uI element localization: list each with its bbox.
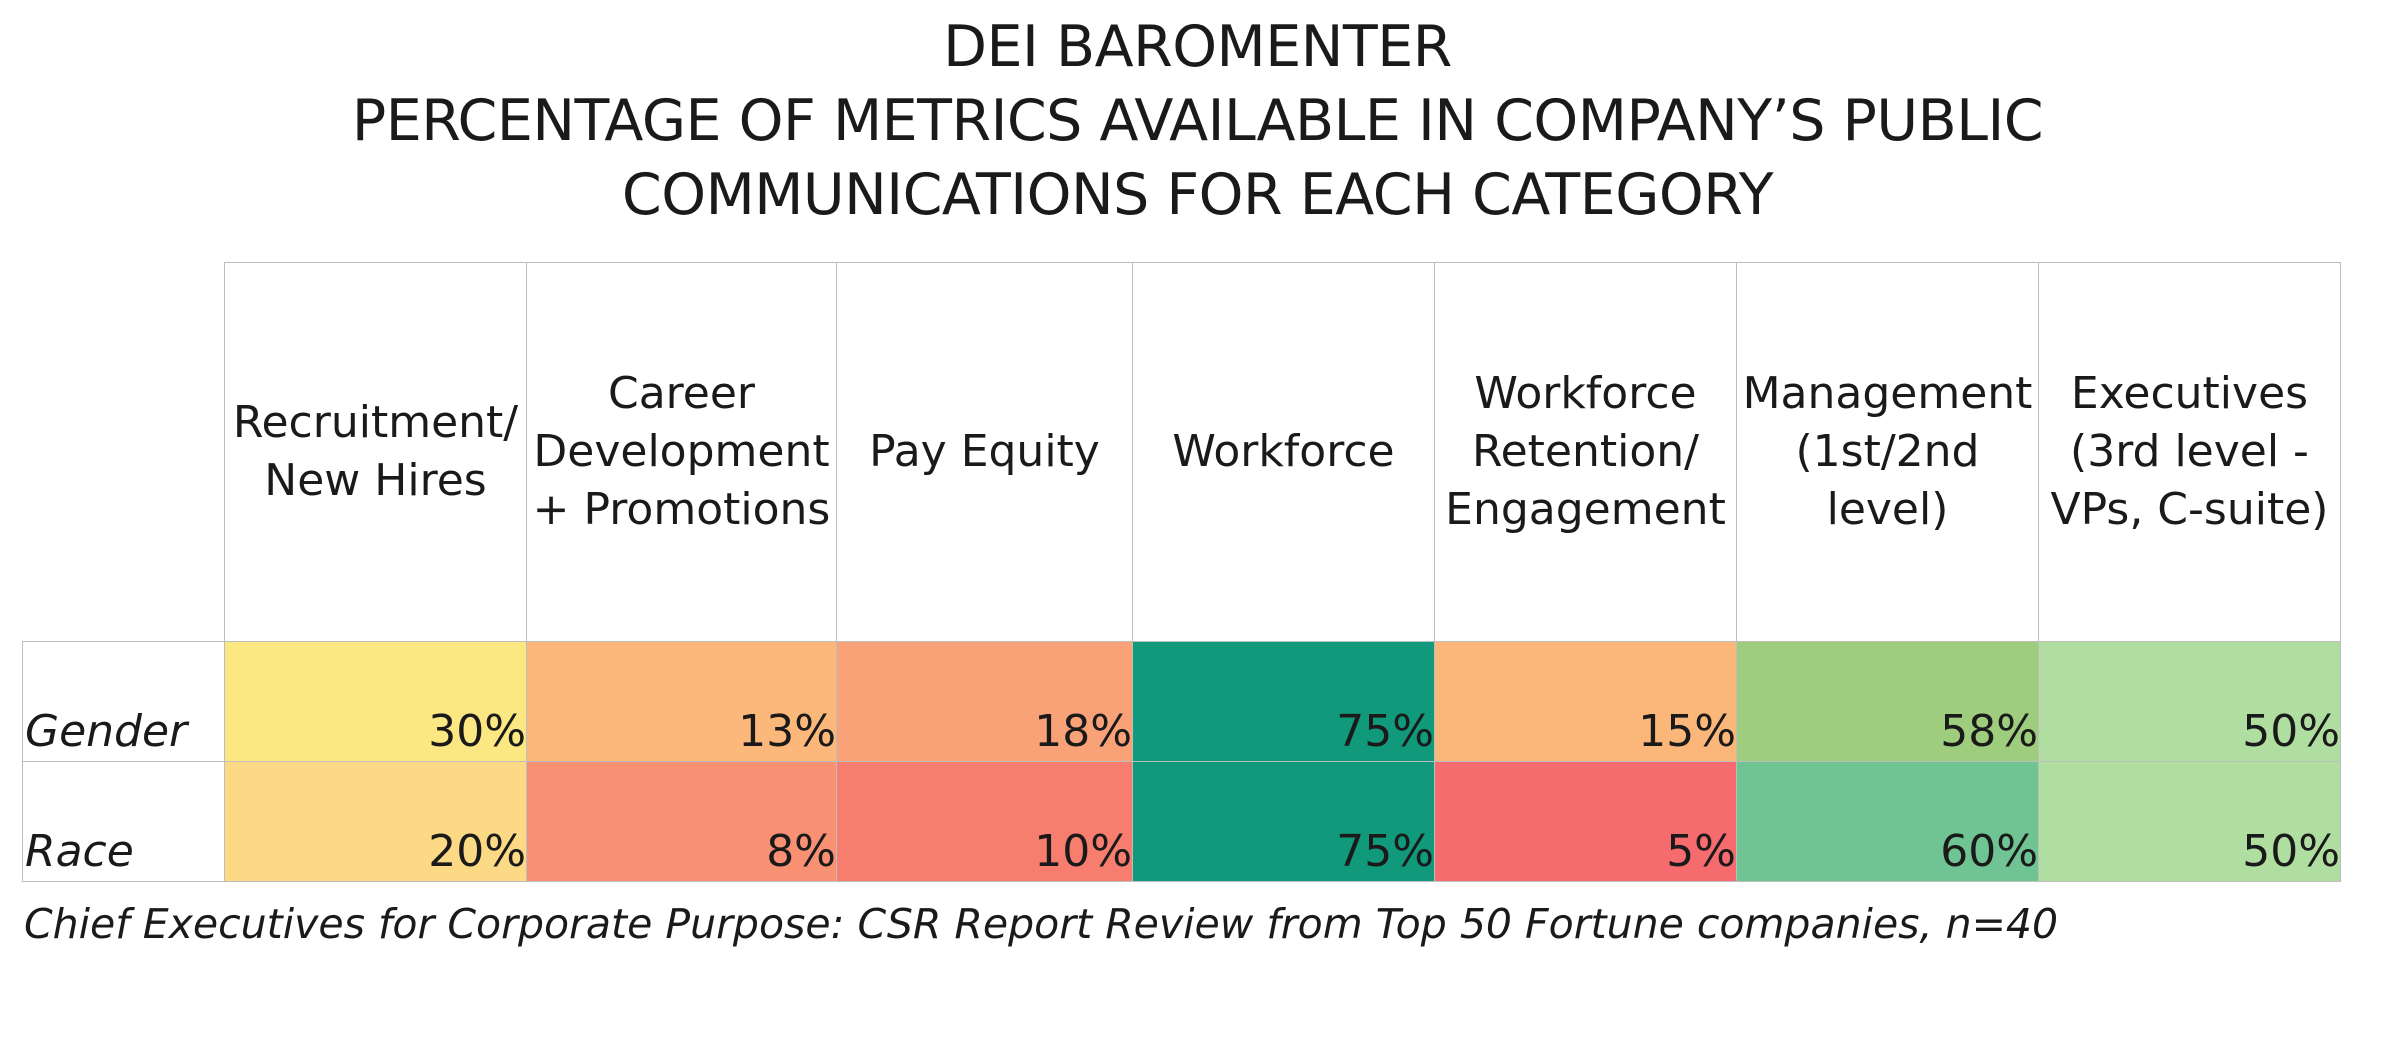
title-line-3: COMMUNICATIONS FOR EACH CATEGORY [621, 162, 1774, 228]
cell-race-workforce: 75% [1132, 761, 1435, 882]
cell-gender-pay-equity: 18% [836, 641, 1133, 762]
cell-gender-workforce: 75% [1132, 641, 1435, 762]
row-label-race: Race [22, 761, 225, 882]
title-line-1: DEI BAROMENTER [943, 14, 1452, 80]
column-header-workforce: Workforce [1132, 262, 1435, 642]
corner-cell [22, 262, 225, 642]
header-row: Recruitment/ New Hires Career Developmen… [22, 262, 2341, 642]
cell-race-recruitment: 20% [224, 761, 527, 882]
cell-gender-recruitment: 30% [224, 641, 527, 762]
cell-gender-career-development: 13% [526, 641, 837, 762]
column-header-career-development: Career Development + Promotions [526, 262, 837, 642]
source-caption: Chief Executives for Corporate Purpose: … [24, 900, 2059, 948]
column-header-pay-equity: Pay Equity [836, 262, 1133, 642]
cell-race-career-development: 8% [526, 761, 837, 882]
title-line-2: PERCENTAGE OF METRICS AVAILABLE IN COMPA… [351, 88, 2044, 154]
heatmap-table: Recruitment/ New Hires Career Developmen… [22, 262, 2341, 882]
cell-gender-executives: 50% [2038, 641, 2341, 762]
cell-race-executives: 50% [2038, 761, 2341, 882]
column-header-executives: Executives (3rd level - VPs, C-suite) [2038, 262, 2341, 642]
cell-race-retention: 5% [1434, 761, 1737, 882]
cell-gender-management: 58% [1736, 641, 2039, 762]
column-header-retention: Workforce Retention/ Engagement [1434, 262, 1737, 642]
row-race: Race 20% 8% 10% 75% 5% 60% 50% [22, 761, 2341, 882]
cell-race-pay-equity: 10% [836, 761, 1133, 882]
cell-gender-retention: 15% [1434, 641, 1737, 762]
cell-race-management: 60% [1736, 761, 2039, 882]
row-gender: Gender 30% 13% 18% 75% 15% 58% 50% [22, 641, 2341, 762]
column-header-management: Management (1st/2nd level) [1736, 262, 2039, 642]
column-header-recruitment: Recruitment/ New Hires [224, 262, 527, 642]
row-label-gender: Gender [22, 641, 225, 762]
chart-title: DEI BAROMENTER PERCENTAGE OF METRICS AVA… [0, 10, 2395, 232]
